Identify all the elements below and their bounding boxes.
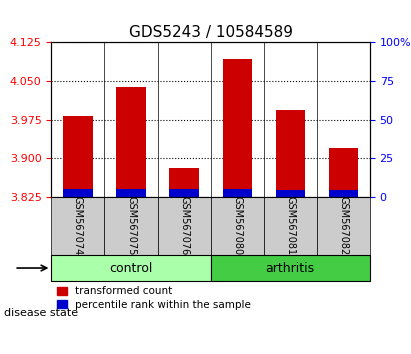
Bar (169, 167, 199, 197)
Bar (169, 189, 199, 197)
FancyBboxPatch shape (210, 255, 370, 281)
Text: control: control (109, 262, 153, 274)
Legend: transformed count, percentile rank within the sample: transformed count, percentile rank withi… (57, 286, 251, 310)
Bar (329, 190, 358, 197)
Text: GSM567076: GSM567076 (179, 196, 189, 256)
Text: disease state: disease state (4, 308, 78, 318)
Bar (223, 189, 252, 197)
FancyBboxPatch shape (264, 197, 317, 255)
Text: GSM567075: GSM567075 (126, 196, 136, 256)
Bar (223, 59, 252, 197)
Bar (63, 115, 92, 197)
FancyBboxPatch shape (51, 197, 104, 255)
Bar (276, 110, 305, 197)
Bar (63, 189, 92, 197)
FancyBboxPatch shape (51, 255, 210, 281)
Bar (329, 148, 358, 197)
FancyBboxPatch shape (210, 197, 264, 255)
FancyBboxPatch shape (104, 197, 157, 255)
Text: GSM567074: GSM567074 (73, 196, 83, 256)
Text: GSM567080: GSM567080 (232, 196, 242, 255)
Title: GDS5243 / 10584589: GDS5243 / 10584589 (129, 25, 293, 40)
Text: arthritis: arthritis (266, 262, 315, 274)
FancyBboxPatch shape (157, 197, 210, 255)
Bar (116, 189, 145, 197)
Bar (116, 87, 145, 197)
Bar (276, 190, 305, 197)
Text: GSM567082: GSM567082 (338, 196, 349, 256)
FancyBboxPatch shape (317, 197, 370, 255)
Text: GSM567081: GSM567081 (285, 196, 295, 255)
